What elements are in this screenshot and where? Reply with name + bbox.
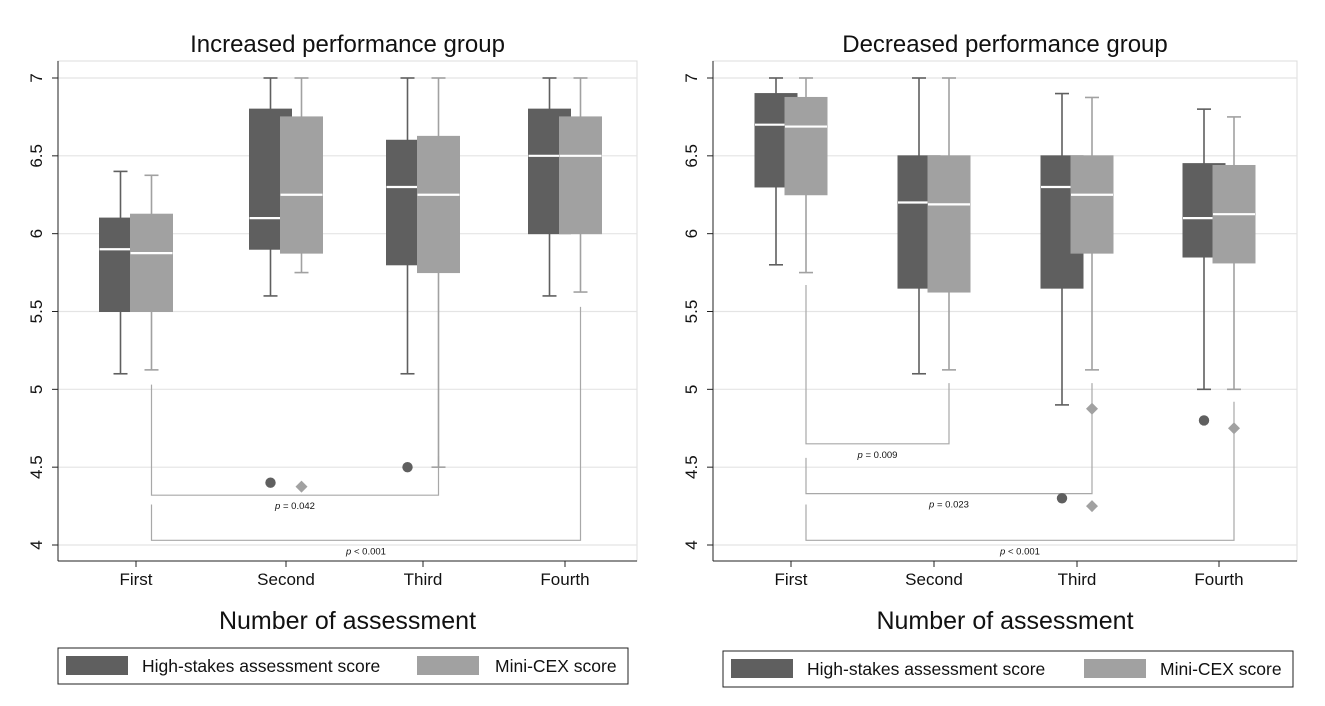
mini-cex-box-first <box>784 77 828 274</box>
high-stakes-box-fourth <box>1182 108 1226 426</box>
x-tick-label: Second <box>257 570 315 589</box>
outlier-point <box>1228 422 1240 435</box>
y-tick-label: 6 <box>682 229 701 238</box>
iqr-box <box>559 116 602 235</box>
mini-cex-box-third <box>1070 96 1114 513</box>
iqr-box <box>417 135 460 274</box>
mini-cex-box-first <box>130 174 173 371</box>
p-symbol: p <box>274 501 280 512</box>
legend-label-mini-cex: Mini-CEX score <box>1160 659 1282 679</box>
bracket-line <box>150 306 582 541</box>
legend-swatch-mini-cex <box>417 656 479 675</box>
bracket-line <box>805 401 1235 541</box>
legend-label-mini-cex: Mini-CEX score <box>495 656 617 676</box>
p-symbol: p <box>857 450 863 461</box>
panel-increased: Increased performance group 4 4.5 5 5.5 6 6.5 7… <box>27 31 638 685</box>
x-tick-label: Fourth <box>540 570 589 589</box>
mini-cex-box-fourth <box>1212 116 1256 435</box>
chart-title: Decreased performance group <box>842 31 1168 58</box>
x-axis-title: Number of assessment <box>219 607 476 635</box>
p-value-label: p = 0.042 <box>274 501 315 512</box>
y-tick-label: 5 <box>27 385 46 394</box>
significance-bracket: p < 0.001 <box>150 306 582 557</box>
iqr-box <box>1070 155 1114 254</box>
p-symbol: p <box>928 500 934 511</box>
y-tick-label: 7 <box>27 73 46 82</box>
x-tick-label: Third <box>404 570 443 589</box>
outlier-point <box>1086 500 1098 513</box>
y-tick-label: 4 <box>682 540 701 549</box>
legend-label-high-stakes: High-stakes assessment score <box>142 656 380 676</box>
p-value-text: = 0.009 <box>863 450 898 461</box>
legend-label-high-stakes: High-stakes assessment score <box>807 659 1045 679</box>
p-value-label: p < 0.001 <box>999 546 1040 557</box>
iqr-box <box>130 213 173 312</box>
outlier-point <box>1198 415 1210 426</box>
p-value-label: p < 0.001 <box>345 546 386 557</box>
y-tick-label: 5 <box>682 385 701 394</box>
bracket-line <box>805 383 1093 495</box>
outlier-point <box>402 461 413 473</box>
x-tick-label: Fourth <box>1194 570 1243 589</box>
y-tick-label: 7 <box>682 73 701 82</box>
p-value-text: < 0.001 <box>1005 546 1040 557</box>
chart-title: Increased performance group <box>190 31 505 58</box>
x-tick-label: Second <box>905 570 963 589</box>
y-tick-label: 5.5 <box>682 300 701 324</box>
mini-cex-box-second <box>280 77 323 493</box>
legend-swatch-mini-cex <box>1084 659 1146 678</box>
y-tick-label: 5.5 <box>27 300 46 324</box>
significance-bracket: p = 0.009 <box>805 285 950 461</box>
iqr-box <box>784 96 828 196</box>
bracket-line <box>805 285 950 445</box>
legend-box <box>722 650 1294 688</box>
x-tick-label: Third <box>1058 570 1097 589</box>
outlier-point <box>1056 493 1068 504</box>
x-tick-label: First <box>774 570 807 589</box>
x-axis-title: Number of assessment <box>876 607 1133 635</box>
p-value-text: < 0.001 <box>351 546 386 557</box>
iqr-box <box>280 116 323 254</box>
mini-cex-box-second <box>927 77 971 371</box>
y-tick-label: 4.5 <box>27 455 46 479</box>
outlier-point <box>265 477 276 488</box>
p-value-text: = 0.042 <box>280 501 315 512</box>
outlier-point <box>295 480 308 493</box>
legend: High-stakes assessment score Mini-CEX sco… <box>57 647 629 685</box>
p-value-text: = 0.023 <box>934 500 969 511</box>
p-symbol: p <box>999 546 1005 557</box>
high-stakes-box-third <box>1040 92 1084 504</box>
significance-bracket: p = 0.042 <box>150 384 440 512</box>
iqr-box <box>927 155 971 293</box>
panel-decreased: Decreased performance group 4 4.5 5 5.5 6 6.5 7… <box>682 31 1298 688</box>
legend: High-stakes assessment score Mini-CEX sco… <box>722 650 1294 688</box>
legend-box <box>57 647 629 685</box>
bracket-line <box>150 384 440 496</box>
y-tick-label: 4.5 <box>682 455 701 479</box>
x-tick-label: First <box>119 570 152 589</box>
y-tick-label: 6 <box>27 229 46 238</box>
outlier-point <box>1086 402 1098 415</box>
p-value-label: p = 0.023 <box>928 500 969 511</box>
y-tick-label: 6.5 <box>27 144 46 168</box>
mini-cex-box-fourth <box>559 77 602 293</box>
y-tick-label: 4 <box>27 540 46 549</box>
p-value-label: p = 0.009 <box>857 450 898 461</box>
legend-swatch-high-stakes <box>731 659 793 678</box>
y-tick-label: 6.5 <box>682 144 701 168</box>
mini-cex-box-third <box>417 77 460 468</box>
legend-swatch-high-stakes <box>66 656 128 675</box>
p-symbol: p <box>345 546 351 557</box>
significance-bracket: p < 0.001 <box>805 401 1235 557</box>
significance-bracket: p = 0.023 <box>805 383 1093 511</box>
